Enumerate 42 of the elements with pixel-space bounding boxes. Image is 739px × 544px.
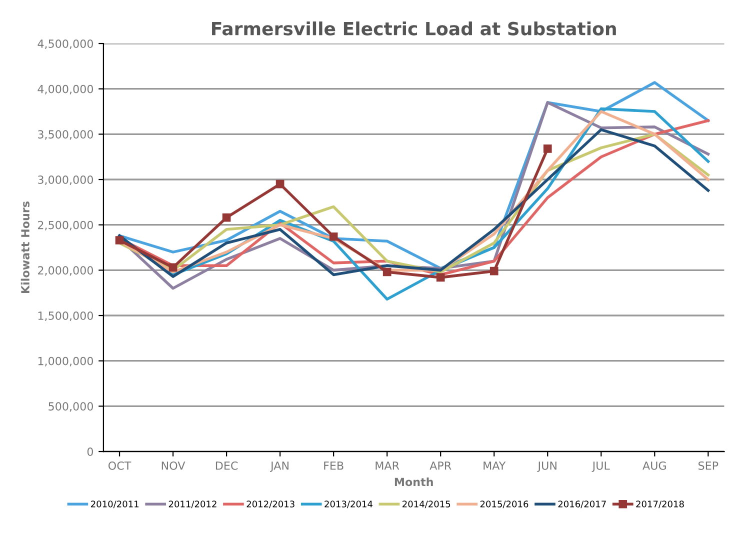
y-tick-label: 1,500,000 [38, 311, 93, 322]
point [436, 273, 445, 282]
legend-label: 2015/2016 [480, 500, 528, 508]
y-tick-label: 500,000 [48, 402, 93, 412]
x-tick-label: DEC [216, 461, 238, 470]
point [543, 144, 552, 153]
x-tick-label: NOV [162, 461, 186, 470]
y-tick-label: 0 [87, 447, 93, 456]
x-tick-label: APR [430, 462, 452, 470]
legend-label: 2016/2017 [558, 500, 606, 508]
x-tick-label: JUL [592, 462, 610, 472]
x-tick-label: FEB [324, 462, 344, 470]
y-tick-label: 2,500,000 [38, 220, 93, 230]
y-tick-label: 3,500,000 [38, 130, 93, 140]
point [382, 268, 392, 276]
x-tick-label: MAY [484, 462, 506, 470]
y-tick-label: 2,000,000 [38, 266, 93, 276]
x-tick-label: AUG [642, 461, 666, 470]
point [168, 263, 178, 272]
x-tick-label: SEP [698, 461, 718, 470]
y-tick-label: 3,000,000 [38, 175, 93, 186]
x-tick-label: JAN [270, 462, 288, 472]
y-axis-title: Kilowatt Hours [20, 202, 30, 294]
x-tick-label: MAR [376, 462, 400, 470]
legend-label: 2012/2013 [246, 500, 294, 508]
legend-label: 2011/2012 [168, 500, 216, 508]
legend-label: 2017/2018 [636, 500, 684, 508]
y-tick-label: 1,000,000 [38, 356, 93, 366]
legend-label: 2014/2015 [402, 500, 450, 508]
point [490, 266, 498, 276]
point [222, 213, 231, 222]
point [276, 180, 284, 188]
x-tick-label: OCT [108, 461, 132, 470]
y-tick-label: 4,000,000 [38, 84, 93, 94]
x-tick-label: JUN [537, 462, 556, 472]
chart-title: Farmersville Electric Load at Substation [212, 21, 616, 36]
point [329, 232, 338, 241]
x-axis-title: Month [394, 478, 433, 486]
legend-label: 2013/2014 [324, 500, 372, 508]
y-tick-label: 4,500,000 [38, 39, 93, 50]
legend-label: 2010/2011 [91, 500, 139, 508]
point [115, 236, 124, 244]
